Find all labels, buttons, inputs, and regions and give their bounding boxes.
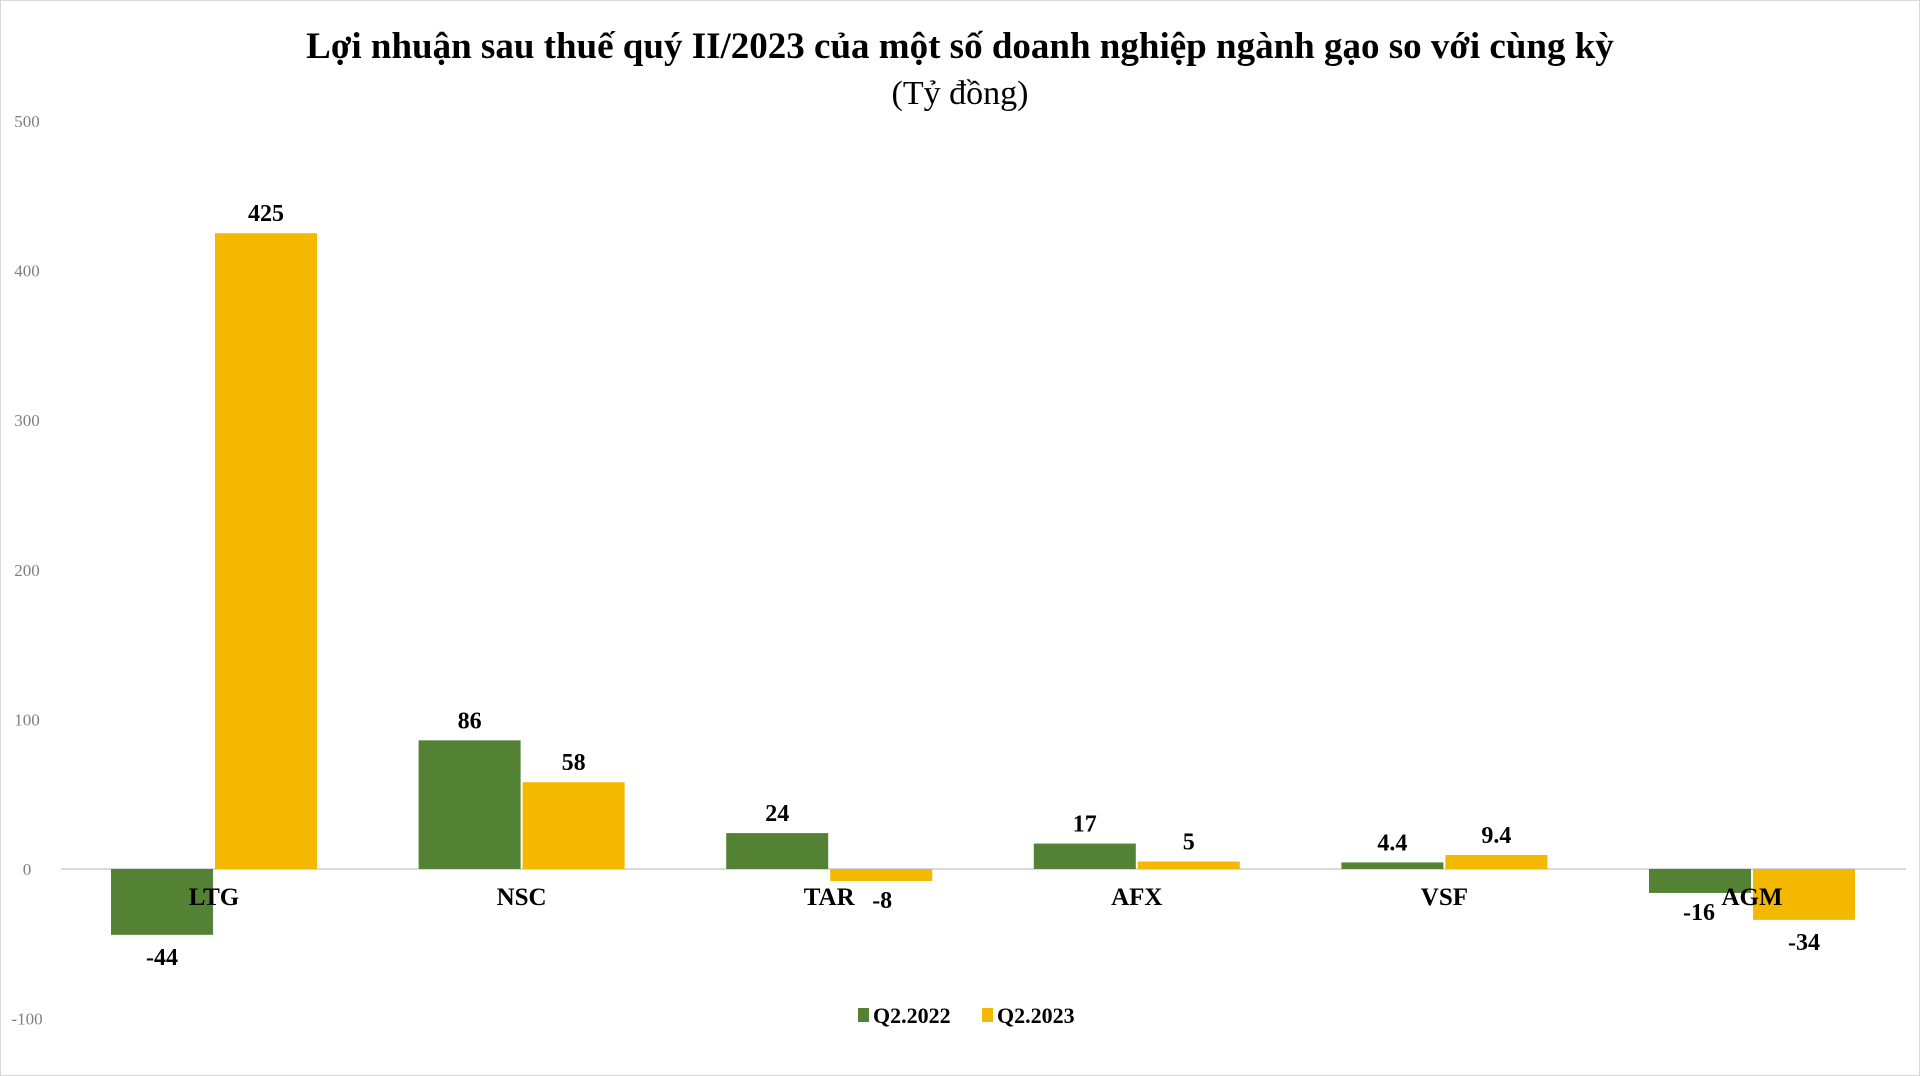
data-label: 58 bbox=[562, 750, 586, 776]
data-label: 17 bbox=[1073, 812, 1097, 838]
data-label: 425 bbox=[248, 201, 284, 227]
bar-Q2.2022-AFX bbox=[1033, 843, 1136, 869]
y-tick-label: 100 bbox=[14, 710, 40, 729]
bar-Q2.2023-NSC bbox=[522, 782, 625, 869]
legend-label: Q2.2023 bbox=[997, 1003, 1075, 1028]
data-label: 4.4 bbox=[1377, 830, 1407, 856]
bar-Q2.2023-AFX bbox=[1137, 861, 1240, 869]
data-label: -16 bbox=[1683, 900, 1715, 926]
legend-item: Q2.2023 bbox=[982, 1003, 1075, 1028]
legend-label: Q2.2022 bbox=[873, 1003, 951, 1028]
y-tick-label: -100 bbox=[11, 1010, 42, 1029]
chart-title: Lợi nhuận sau thuế quý II/2023 của một s… bbox=[306, 26, 1614, 67]
legend-item: Q2.2022 bbox=[858, 1003, 951, 1028]
data-label: -44 bbox=[146, 945, 178, 971]
y-tick-label: 400 bbox=[14, 262, 40, 281]
data-label: -34 bbox=[1788, 930, 1820, 956]
bar-Q2.2022-TAR bbox=[726, 833, 829, 869]
y-tick-label: 500 bbox=[14, 112, 40, 131]
bar-Q2.2022-AGM bbox=[1649, 869, 1751, 893]
data-label: -8 bbox=[872, 888, 892, 914]
x-tick-label: TAR bbox=[804, 884, 856, 911]
data-label: 86 bbox=[458, 708, 482, 734]
x-tick-label: AGM bbox=[1721, 884, 1782, 911]
y-tick-label: 0 bbox=[23, 860, 32, 879]
bar-Q2.2023-VSF bbox=[1445, 854, 1548, 869]
chart-subtitle: (Tỷ đồng) bbox=[892, 75, 1029, 112]
data-label: 5 bbox=[1183, 830, 1195, 856]
legend-swatch bbox=[982, 1008, 993, 1022]
bar-Q2.2023-TAR bbox=[830, 869, 933, 881]
x-tick-label: NSC bbox=[497, 884, 547, 911]
data-label: 9.4 bbox=[1481, 823, 1511, 849]
x-tick-label: AFX bbox=[1111, 884, 1162, 911]
y-tick-label: 300 bbox=[14, 411, 40, 430]
y-tick-label: 200 bbox=[14, 561, 40, 580]
bar-Q2.2022-LTG bbox=[111, 869, 213, 935]
x-tick-label: LTG bbox=[189, 884, 240, 911]
x-tick-label: VSF bbox=[1421, 884, 1468, 911]
bar-Q2.2022-NSC bbox=[418, 740, 521, 869]
bar-Q2.2023-AGM bbox=[1753, 869, 1855, 920]
legend-swatch bbox=[858, 1008, 869, 1022]
bar-Q2.2023-LTG bbox=[215, 233, 317, 869]
data-label: 24 bbox=[765, 801, 789, 827]
bar-Q2.2022-VSF bbox=[1341, 862, 1444, 869]
